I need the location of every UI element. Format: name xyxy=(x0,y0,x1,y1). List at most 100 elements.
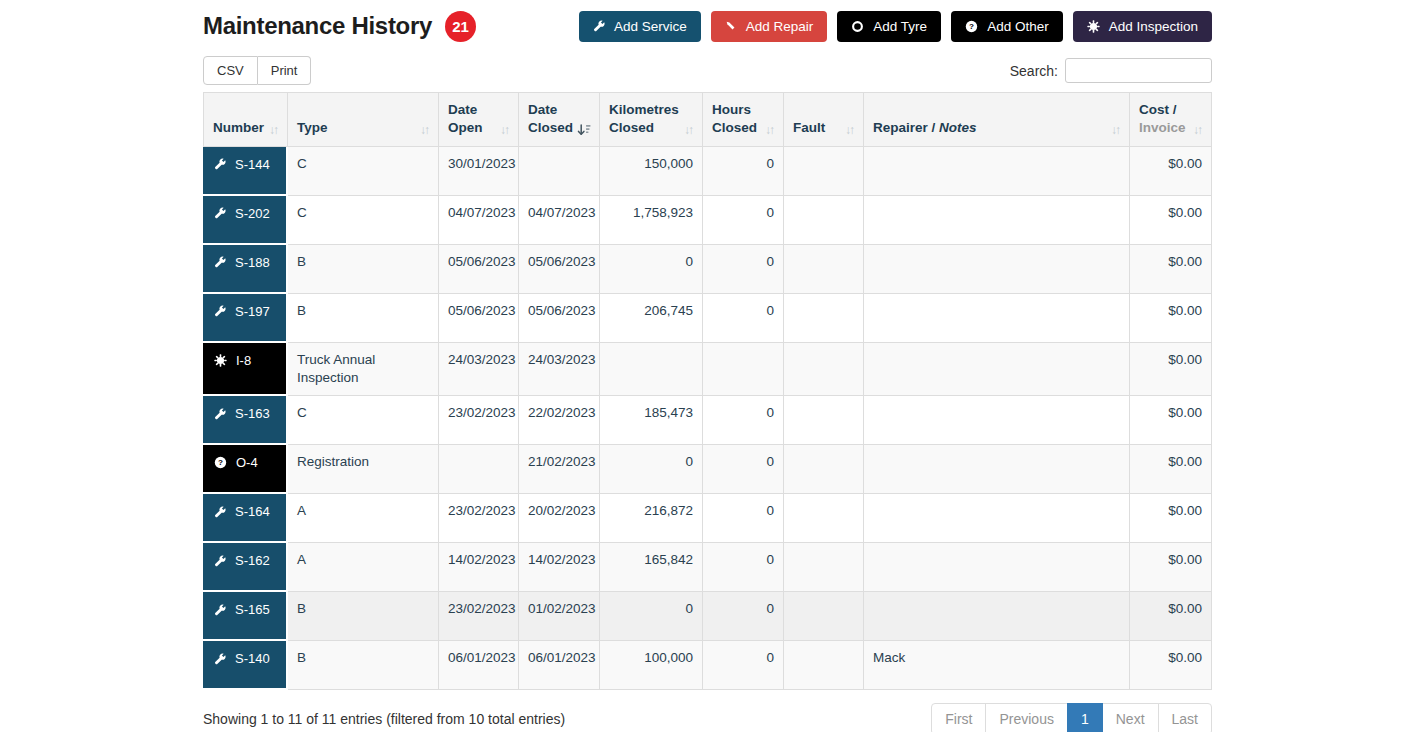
count-badge: 21 xyxy=(445,11,476,42)
question-icon: ? xyxy=(214,456,227,469)
cell-kilometres-closed: 0 xyxy=(600,592,703,641)
cell-repairer xyxy=(864,494,1130,543)
table-row: S-144C30/01/2023150,0000$0.00 xyxy=(203,147,1212,196)
cell-kilometres-closed: 216,872 xyxy=(600,494,703,543)
cell-fault xyxy=(784,592,864,641)
cell-cost: $0.00 xyxy=(1130,343,1212,396)
cell-type: A xyxy=(288,543,439,592)
column-header-kilometres-closed[interactable]: KilometresClosed↓↑ xyxy=(600,92,703,147)
column-header-fault[interactable]: Fault↓↑ xyxy=(784,92,864,147)
cell-repairer xyxy=(864,543,1130,592)
record-number-badge[interactable]: S-202 xyxy=(203,196,288,245)
pagination-previous[interactable]: Previous xyxy=(985,703,1067,732)
cell-kilometres-closed: 100,000 xyxy=(600,641,703,690)
cell-type: B xyxy=(288,245,439,294)
record-number-badge[interactable]: S-165 xyxy=(203,592,288,641)
pagination: FirstPrevious1NextLast xyxy=(931,703,1212,732)
wrench-icon xyxy=(214,653,226,665)
button-add-tyre[interactable]: Add Tyre xyxy=(837,11,941,42)
wrench-icon xyxy=(214,158,226,170)
cell-repairer: Mack xyxy=(864,641,1130,690)
pagination-first[interactable]: First xyxy=(931,703,986,732)
column-header-repairer[interactable]: Repairer / Notes↓↑ xyxy=(864,92,1130,147)
record-number-badge[interactable]: S-197 xyxy=(203,294,288,343)
table-row: S-164A23/02/202320/02/2023216,8720$0.00 xyxy=(203,494,1212,543)
record-number-badge[interactable]: S-188 xyxy=(203,245,288,294)
column-header-number[interactable]: Number↓↑ xyxy=(203,92,288,147)
column-header-hours-closed[interactable]: HoursClosed↓↑ xyxy=(703,92,784,147)
maintenance-table: Number↓↑Type↓↑DateOpen↓↑DateClosedKilome… xyxy=(203,92,1212,690)
pagination-1[interactable]: 1 xyxy=(1067,703,1103,732)
cell-cost: $0.00 xyxy=(1130,396,1212,445)
cell-type: Registration xyxy=(288,445,439,494)
cell-hours-closed xyxy=(703,343,784,396)
table-row: S-188B05/06/202305/06/202300$0.00 xyxy=(203,245,1212,294)
cell-kilometres-closed: 0 xyxy=(600,245,703,294)
table-toolbar: CSV Print Search: xyxy=(203,56,1212,85)
cell-date-open: 23/02/2023 xyxy=(439,592,519,641)
cell-cost: $0.00 xyxy=(1130,245,1212,294)
cell-fault xyxy=(784,445,864,494)
cell-type: C xyxy=(288,396,439,445)
column-header-type[interactable]: Type↓↑ xyxy=(288,92,439,147)
record-number-badge[interactable]: S-164 xyxy=(203,494,288,543)
wrench-icon xyxy=(214,207,226,219)
cell-repairer xyxy=(864,245,1130,294)
table-body: S-144C30/01/2023150,0000$0.00S-202C04/07… xyxy=(203,147,1212,690)
sort-icon: ↓↑ xyxy=(269,123,279,137)
cell-date-closed: 05/06/2023 xyxy=(519,294,600,343)
cell-repairer xyxy=(864,445,1130,494)
cell-cost: $0.00 xyxy=(1130,592,1212,641)
cell-type: C xyxy=(288,147,439,196)
gear-icon xyxy=(1087,20,1100,33)
record-number-badge[interactable]: ?O-4 xyxy=(203,445,288,494)
pagination-next[interactable]: Next xyxy=(1102,703,1159,732)
cell-cost: $0.00 xyxy=(1130,543,1212,592)
record-number-badge[interactable]: I-8 xyxy=(203,343,288,396)
wrench-icon xyxy=(214,604,226,616)
cell-cost: $0.00 xyxy=(1130,494,1212,543)
cell-fault xyxy=(784,641,864,690)
record-number-badge[interactable]: S-162 xyxy=(203,543,288,592)
repair-icon xyxy=(725,20,737,32)
sort-icon: ↓↑ xyxy=(684,123,694,137)
cell-hours-closed: 0 xyxy=(703,641,784,690)
sort-desc-icon xyxy=(577,124,591,137)
print-button[interactable]: Print xyxy=(258,56,312,85)
cell-type: Truck Annual Inspection xyxy=(288,343,439,396)
cell-fault xyxy=(784,245,864,294)
table-row: S-165B23/02/202301/02/202300$0.00 xyxy=(203,592,1212,641)
table-row: S-163C23/02/202322/02/2023185,4730$0.00 xyxy=(203,396,1212,445)
csv-button[interactable]: CSV xyxy=(203,56,258,85)
wrench-icon xyxy=(214,408,226,420)
search-input[interactable] xyxy=(1065,58,1212,83)
button-add-other[interactable]: ?Add Other xyxy=(951,11,1063,42)
record-number-badge[interactable]: S-163 xyxy=(203,396,288,445)
cell-repairer xyxy=(864,343,1130,396)
table-row: S-202C04/07/202304/07/20231,758,9230$0.0… xyxy=(203,196,1212,245)
cell-fault xyxy=(784,343,864,396)
cell-type: B xyxy=(288,641,439,690)
table-row: I-8Truck Annual Inspection24/03/202324/0… xyxy=(203,343,1212,396)
pagination-last[interactable]: Last xyxy=(1158,703,1212,732)
cell-kilometres-closed: 150,000 xyxy=(600,147,703,196)
cell-fault xyxy=(784,294,864,343)
cell-type: B xyxy=(288,592,439,641)
cell-hours-closed: 0 xyxy=(703,543,784,592)
button-add-repair[interactable]: Add Repair xyxy=(711,11,828,42)
cell-fault xyxy=(784,147,864,196)
cell-date-open: 23/02/2023 xyxy=(439,494,519,543)
cell-repairer xyxy=(864,592,1130,641)
cell-fault xyxy=(784,543,864,592)
cell-repairer xyxy=(864,196,1130,245)
column-header-date-closed[interactable]: DateClosed xyxy=(519,92,600,147)
cell-date-open xyxy=(439,445,519,494)
column-header-date-open[interactable]: DateOpen↓↑ xyxy=(439,92,519,147)
record-number-badge[interactable]: S-140 xyxy=(203,641,288,690)
cell-hours-closed: 0 xyxy=(703,294,784,343)
column-header-cost[interactable]: Cost /Invoice↓↑ xyxy=(1130,92,1212,147)
cell-type: C xyxy=(288,196,439,245)
button-add-inspection[interactable]: Add Inspection xyxy=(1073,11,1212,42)
record-number-badge[interactable]: S-144 xyxy=(203,147,288,196)
button-add-service[interactable]: Add Service xyxy=(579,11,701,42)
